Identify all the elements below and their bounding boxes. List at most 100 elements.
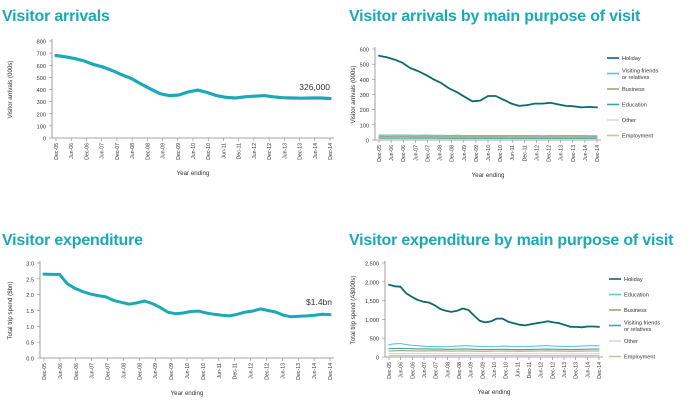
legend-label: Business (622, 87, 645, 93)
series-line-visiting-friends-or-relatives (388, 347, 600, 351)
value-annotation: 326,000 (299, 82, 330, 92)
y-tick-label: 400 (360, 78, 369, 84)
legend-label: Holiday (622, 56, 641, 62)
x-tick-label: Dec-10 (504, 362, 510, 379)
x-tick-label: Dec-05 (377, 145, 383, 162)
x-tick-label: Dec-09 (169, 363, 175, 380)
y-tick-label: 300 (37, 100, 46, 106)
x-tick-label: Dec-08 (145, 143, 151, 160)
x-tick-label: Jun-10 (486, 145, 492, 161)
x-tick-label: Dec-13 (296, 363, 302, 380)
y-axis-title: Visitor arrivals (000s) (7, 61, 14, 119)
y-tick-label: 0 (376, 356, 379, 362)
y-tick-label: 100 (360, 123, 369, 129)
x-tick-label: Jun-08 (438, 145, 444, 161)
x-tick-label: Jun-14 (585, 362, 591, 378)
x-tick-label: Jun-06 (58, 363, 64, 379)
x-tick-label: Jun-12 (539, 362, 545, 378)
x-tick-label: Dec-10 (206, 143, 212, 160)
y-tick-label: 300 (360, 93, 369, 99)
x-tick-label: Dec-13 (574, 362, 580, 379)
x-tick-label: Dec-14 (595, 145, 601, 162)
legend-label: or relatives (624, 327, 652, 333)
y-axis-title: Visitor arrivals (000s) (350, 66, 357, 124)
y-tick-label: 0.0 (26, 357, 34, 363)
series-line-holiday (388, 283, 600, 329)
y-tick-label: 800 (37, 40, 46, 46)
x-tick-label: Dec-05 (387, 362, 393, 379)
x-tick-label: Jun-12 (252, 143, 258, 159)
x-tick-label: Jun-09 (153, 363, 159, 379)
y-tick-label: 200 (37, 112, 46, 118)
legend-label: Business (624, 308, 647, 314)
chart-title-visitor-arrivals: Visitor arrivals (2, 8, 110, 25)
x-tick-label: Dec-12 (550, 362, 556, 379)
y-axis-title: Total trip spend ($bn) (7, 281, 14, 339)
legend-label: Education (622, 103, 647, 109)
x-tick-label: Jun-12 (249, 363, 255, 379)
x-tick-label: Dec-13 (298, 143, 304, 160)
y-tick-label: 600 (360, 48, 369, 54)
x-tick-label: Jun-08 (130, 143, 136, 159)
y-tick-label: 1.5 (26, 309, 34, 315)
legend-label: Holiday (624, 277, 643, 283)
y-axis-title: Total trip spend (A$000s) (350, 276, 357, 345)
x-tick-label: Jun-07 (90, 363, 96, 379)
y-tick-label: 1,000 (365, 318, 379, 324)
x-tick-label: Dec-11 (522, 145, 528, 161)
x-tick-label: Jun-07 (422, 362, 428, 378)
x-tick-label: Dec-06 (410, 362, 416, 379)
x-tick-label: Jun-07 (413, 145, 419, 161)
series-line-visitor-arrivals (54, 53, 332, 101)
x-tick-label: Dec-07 (425, 145, 431, 162)
x-tick-label: Jun-11 (217, 363, 223, 379)
legend-label: Employment (622, 134, 654, 140)
x-tick-label: Dec-12 (267, 143, 273, 160)
x-tick-label: Dec-08 (457, 362, 463, 379)
y-tick-label: 400 (37, 88, 46, 94)
visitor-expenditure-chart: 0.0 0.5 1.0 1.5 2.0 2.5 3.0 Dec-05 Jun-06 Dec-06 J… (7, 261, 334, 397)
x-tick-label: Jun-13 (282, 143, 288, 159)
x-tick-label: Jun-13 (280, 363, 286, 379)
legend-label: Other (622, 118, 636, 124)
x-tick-label: Dec-06 (401, 145, 407, 162)
y-tick-label: 500 (360, 63, 369, 69)
x-tick-label: Dec-06 (84, 143, 90, 160)
x-tick-label: Dec-07 (106, 363, 112, 380)
y-tick-label: 0.5 (26, 341, 34, 347)
x-tick-label: Jun-10 (185, 363, 191, 379)
x-tick-label: Jun-14 (313, 143, 319, 159)
x-tick-label: Dec-12 (264, 363, 270, 380)
x-tick-label: Jun-11 (515, 362, 521, 378)
y-tick-label: 600 (37, 64, 46, 70)
series-line-visiting-friends-or-relatives (378, 134, 598, 137)
y-tick-label: 0 (43, 137, 46, 143)
legend-label: Visiting friends (624, 321, 660, 327)
legend-label: Education (624, 293, 649, 299)
y-tick-label: 500 (370, 337, 379, 343)
x-tick-label: Jun-06 (389, 145, 395, 161)
x-tick-label: Jun-11 (221, 143, 227, 159)
y-tick-label: 2.0 (26, 293, 34, 299)
legend-label: Other (624, 339, 638, 345)
x-tick-label: Jun-10 (492, 362, 498, 378)
x-tick-label: Jun-08 (121, 363, 127, 379)
x-tick-label: Dec-09 (480, 362, 486, 379)
y-tick-label: 2.5 (26, 277, 34, 283)
y-tick-label: 1,500 (365, 299, 379, 305)
x-tick-label: Jun-14 (583, 145, 589, 161)
x-tick-label: Dec-14 (597, 362, 603, 379)
series-line-holiday (378, 54, 598, 109)
x-tick-label: Jun-10 (191, 143, 197, 159)
x-tick-label: Dec-12 (547, 145, 553, 162)
y-tick-label: 2,500 (365, 262, 379, 268)
x-tick-label: Jun-06 (399, 362, 405, 378)
x-tick-label: Dec-14 (328, 363, 334, 380)
x-tick-label: Dec-11 (237, 143, 243, 159)
series-line-education (388, 342, 600, 348)
x-tick-label: Jun-13 (559, 145, 565, 161)
y-tick-label: 200 (360, 108, 369, 114)
x-tick-label: Jun-11 (510, 145, 516, 161)
legend-label: Visiting friends (622, 69, 658, 75)
visitor-arrivals-chart: 0 100 200 300 400 500 600 700 800 Dec-05 Jun-06 Dec… (7, 39, 334, 177)
